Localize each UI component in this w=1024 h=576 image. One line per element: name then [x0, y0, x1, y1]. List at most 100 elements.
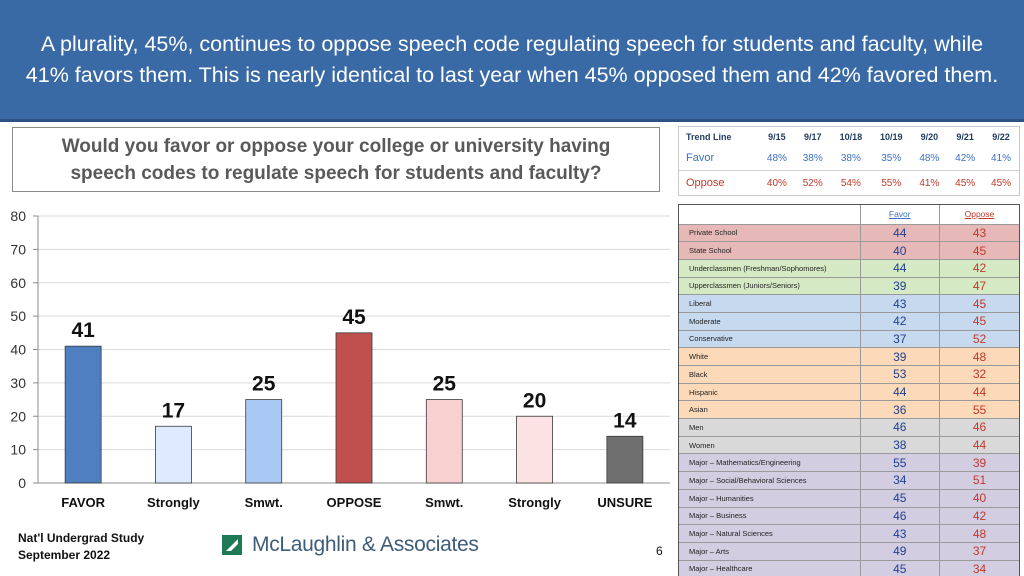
- demographics-favor-value: 39: [860, 277, 940, 296]
- demographics-table: Favor Oppose Private School 44 43 State Sch…: [678, 204, 1020, 576]
- demographics-oppose-value: 51: [939, 471, 1019, 490]
- demographics-favor-value: 53: [860, 365, 940, 384]
- demographics-row: White 39 48: [679, 347, 1019, 366]
- demographics-segment: Major – Arts: [679, 542, 861, 561]
- bar: [425, 399, 463, 484]
- demographics-row: Moderate 42 45: [679, 312, 1019, 331]
- trend-value: 48%: [766, 152, 787, 164]
- demographics-segment: Major – Mathematics/Engineering: [679, 453, 861, 473]
- demographics-segment: Black: [679, 365, 861, 384]
- x-tick-label: FAVOR: [61, 495, 105, 510]
- demographics-segment: Liberal: [679, 294, 861, 313]
- demographics-header-favor: Favor: [860, 205, 940, 225]
- study-info: Nat'l Undergrad Study September 2022: [18, 530, 144, 564]
- demographics-oppose-value: 55: [939, 400, 1019, 420]
- trend-oppose-row: Oppose 40% 52% 54% 55% 41% 45% 45%: [679, 170, 1019, 195]
- trend-value: 48%: [919, 152, 940, 164]
- study-name: Nat'l Undergrad Study: [18, 531, 145, 545]
- demographics-favor-value: 42: [860, 312, 940, 331]
- demographics-oppose-value: 48: [939, 347, 1019, 366]
- y-tick-label: 20: [10, 408, 26, 424]
- demographics-favor-value: 49: [860, 542, 940, 561]
- demographics-favor-value: 43: [860, 294, 940, 313]
- trend-value: 38%: [840, 152, 861, 164]
- demographics-segment: Major – Business: [679, 507, 861, 526]
- trend-period: 9/15: [768, 131, 786, 142]
- demographics-segment: Asian: [679, 400, 861, 420]
- demographics-header-blank: [679, 205, 861, 225]
- trend-row-label: Favor: [686, 152, 715, 165]
- trend-period: 10/18: [839, 131, 863, 142]
- trend-period: 9/22: [992, 131, 1010, 142]
- logo-mark-icon: [222, 535, 242, 555]
- demographics-row: Private School 44 43: [679, 224, 1019, 243]
- page-number: 6: [656, 544, 663, 558]
- trend-value: 55%: [881, 177, 902, 189]
- trend-row-label: Oppose: [686, 177, 725, 190]
- demographics-segment: Private School: [679, 224, 861, 243]
- trend-period: 9/21: [956, 131, 974, 142]
- trend-value: 41%: [919, 177, 940, 189]
- bar: [245, 399, 283, 484]
- demographics-header-row: Favor Oppose: [679, 205, 1019, 225]
- demographics-row: Upperclassmen (Juniors/Seniors) 39 47: [679, 277, 1019, 296]
- demographics-segment: Conservative: [679, 330, 861, 349]
- y-tick-label: 60: [10, 275, 26, 291]
- trend-value: 38%: [802, 152, 823, 164]
- demographics-segment: Men: [679, 418, 861, 437]
- demographics-oppose-value: 32: [939, 365, 1019, 384]
- demographics-row: Conservative 37 52: [679, 330, 1019, 349]
- slide-title: A plurality, 45%, continues to oppose sp…: [25, 31, 999, 87]
- bar-chart: 0 10 20 30 40 50 60 70 80 41 FAVOR 17 Strongly 25 Smwt…: [10, 208, 670, 510]
- trend-label: Trend Line: [686, 131, 732, 142]
- demographics-oppose-value: 44: [939, 436, 1019, 455]
- demographics-oppose-value: 45: [939, 241, 1019, 260]
- demographics-row: Men 46 46: [679, 418, 1019, 437]
- demographics-favor-value: 44: [860, 259, 940, 278]
- trend-value: 45%: [991, 177, 1012, 189]
- demographics-oppose-value: 39: [939, 453, 1019, 473]
- trend-value: 54%: [840, 177, 861, 189]
- x-tick-label: Smwt.: [245, 495, 283, 510]
- demographics-row: Major – Arts 49 37: [679, 542, 1019, 561]
- y-tick-label: 80: [10, 208, 26, 224]
- demographics-oppose-value: 40: [939, 489, 1019, 508]
- demographics-favor-value: 44: [860, 224, 940, 243]
- demographics-row: Hispanic 44 44: [679, 383, 1019, 402]
- bar: [516, 415, 553, 484]
- logo-text: McLaughlin & Associates: [252, 533, 479, 556]
- demographics-row: Women 38 44: [679, 436, 1019, 455]
- demographics-oppose-value: 47: [939, 277, 1019, 296]
- demographics-oppose-value: 37: [939, 542, 1019, 561]
- demographics-favor-value: 38: [860, 436, 940, 455]
- demographics-row: Major – Humanities 45 40: [679, 489, 1019, 508]
- trend-value: 45%: [955, 177, 976, 189]
- trend-header-row: Trend Line 9/15 9/17 10/18 10/19 9/20 9/…: [679, 127, 1019, 146]
- y-tick-label: 0: [18, 475, 26, 491]
- demographics-row: Liberal 43 45: [679, 294, 1019, 313]
- company-logo: McLaughlin & Associates: [222, 533, 479, 557]
- demographics-segment: Major – Healthcare: [679, 560, 861, 576]
- demographics-segment: Women: [679, 436, 861, 455]
- y-tick-label: 10: [10, 442, 26, 458]
- trend-value: 40%: [766, 177, 787, 189]
- demographics-row: Black 53 32: [679, 365, 1019, 384]
- trend-period: 9/17: [804, 131, 822, 142]
- bar: [64, 345, 102, 484]
- data-label: 14: [613, 409, 637, 432]
- demographics-row: State School 40 45: [679, 241, 1019, 260]
- demographics-oppose-value: 44: [939, 383, 1019, 402]
- demographics-favor-value: 34: [860, 471, 940, 490]
- bar: [155, 425, 192, 484]
- data-label: 17: [162, 399, 185, 422]
- demographics-segment: Hispanic: [679, 383, 861, 402]
- trend-value: 41%: [991, 152, 1012, 164]
- trend-favor-row: Favor 48% 38% 38% 35% 48% 42% 41%: [679, 146, 1019, 170]
- demographics-favor-value: 44: [860, 383, 940, 402]
- data-label: 41: [71, 319, 95, 342]
- demographics-row: Major – Mathematics/Engineering 55 39: [679, 453, 1019, 473]
- demographics-segment: White: [679, 347, 861, 366]
- demographics-row: Major – Social/Behavioral Sciences 34 51: [679, 471, 1019, 490]
- trend-period: 10/19: [879, 131, 903, 142]
